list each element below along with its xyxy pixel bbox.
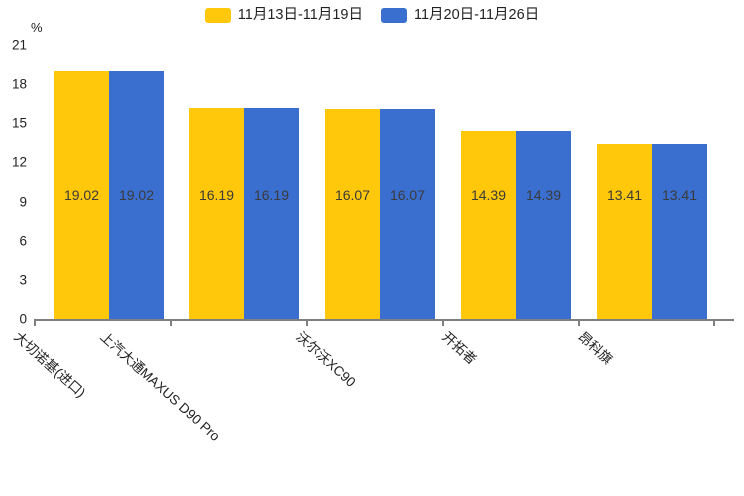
bar-series1-cat0[interactable]: 19.02 (109, 70, 164, 319)
bar-value-series0-cat4: 13.41 (606, 187, 643, 203)
bar-value-series1-cat4: 13.41 (661, 187, 698, 203)
bar-group-3: 14.39 14.39 (461, 45, 571, 319)
legend-label-series-1: 11月20日-11月26日 (414, 7, 540, 24)
legend-label-series-0: 11月13日-11月19日 (237, 7, 363, 24)
chart-legend: 11月13日-11月19日 11月20日-11月26日 (0, 8, 744, 23)
legend-swatch-blue (381, 8, 407, 23)
y-tick-21: 21 (11, 37, 27, 53)
bar-group-0: 19.02 19.02 (54, 45, 164, 319)
bar-series1-cat3[interactable]: 14.39 (516, 131, 571, 319)
legend-entry-series-1[interactable]: 11月20日-11月26日 (381, 8, 539, 23)
bar-value-series0-cat3: 14.39 (470, 187, 507, 203)
y-tick-0: 0 (19, 311, 27, 327)
x-axis-line (34, 319, 734, 321)
legend-entry-series-0[interactable]: 11月13日-11月19日 (204, 7, 363, 24)
bar-value-series1-cat2: 16.07 (389, 187, 426, 203)
bar-series0-cat4[interactable]: 13.41 (597, 144, 652, 319)
x-category-label-4: 昂科旗 (575, 328, 616, 368)
bar-group-2: 16.07 16.07 (325, 45, 435, 319)
x-category-label-3: 开拓者 (439, 328, 480, 368)
x-axis-end-cap (713, 319, 715, 326)
bar-group-4: 13.41 13.41 (597, 45, 707, 319)
y-tick-6: 6 (19, 233, 27, 249)
bar-series1-cat2[interactable]: 16.07 (380, 109, 435, 319)
plot-area: 21 18 15 12 9 6 3 0 19.02 19.02 16.19 16… (12, 38, 734, 327)
bar-value-series0-cat1: 16.19 (198, 187, 235, 203)
y-tick-9: 9 (19, 194, 27, 210)
x-axis-tick-1 (306, 319, 308, 326)
bar-value-series0-cat2: 16.07 (334, 187, 371, 203)
y-axis-unit: % (31, 20, 43, 35)
bar-series0-cat0[interactable]: 19.02 (54, 70, 109, 319)
y-tick-18: 18 (11, 76, 27, 92)
x-category-label-2: 沃尔沃XC90 (293, 328, 359, 390)
legend-swatch-yellow (204, 8, 231, 23)
y-tick-12: 12 (11, 154, 27, 170)
bar-series0-cat3[interactable]: 14.39 (461, 131, 516, 319)
bar-series1-cat4[interactable]: 13.41 (652, 144, 707, 319)
bar-value-series1-cat3: 14.39 (525, 187, 562, 203)
bar-series1-cat1[interactable]: 16.19 (244, 107, 299, 319)
bar-value-series1-cat0: 19.02 (118, 187, 155, 203)
bar-series0-cat1[interactable]: 16.19 (189, 107, 244, 319)
x-axis-start-cap (34, 319, 36, 326)
bar-value-series1-cat1: 16.19 (253, 187, 290, 203)
bar-group-1: 16.19 16.19 (189, 45, 299, 319)
bar-value-series0-cat0: 19.02 (63, 187, 100, 203)
x-axis-tick-0 (170, 319, 172, 326)
y-tick-15: 15 (11, 115, 27, 131)
x-axis-tick-3 (578, 319, 580, 326)
x-axis-tick-2 (442, 319, 444, 326)
x-category-label-1: 上汽大通MAXUS D90 Pro (97, 328, 223, 445)
x-category-label-0: 大切诺基(进口) (11, 328, 89, 401)
bar-series0-cat2[interactable]: 16.07 (325, 109, 380, 319)
y-tick-3: 3 (19, 272, 27, 288)
